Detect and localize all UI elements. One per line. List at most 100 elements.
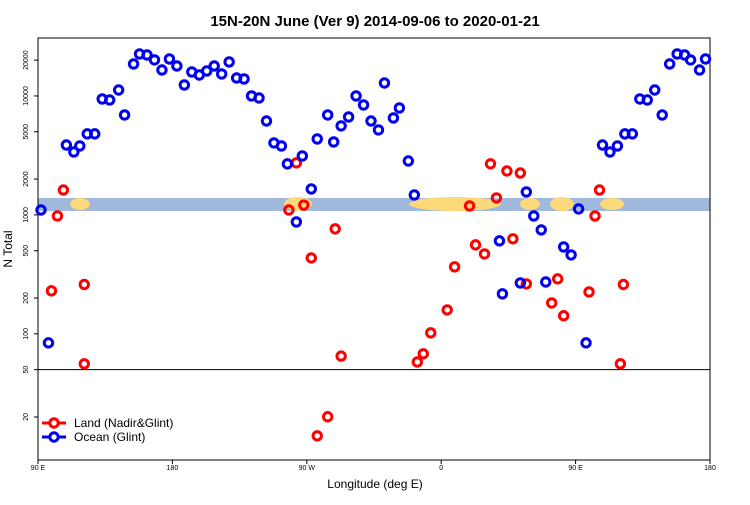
point bbox=[42, 337, 55, 349]
point bbox=[387, 112, 400, 124]
point bbox=[283, 204, 295, 216]
point bbox=[118, 109, 131, 121]
point bbox=[469, 239, 482, 251]
point bbox=[478, 248, 491, 260]
point bbox=[448, 261, 461, 273]
point bbox=[60, 139, 73, 151]
point bbox=[335, 120, 347, 132]
y-tick-label: 20000 bbox=[23, 50, 30, 70]
y-tick-label: 1000 bbox=[23, 207, 30, 223]
point bbox=[528, 210, 540, 222]
point bbox=[275, 140, 288, 152]
y-tick-label: 20 bbox=[23, 413, 30, 421]
point bbox=[593, 184, 606, 196]
point bbox=[378, 77, 391, 89]
point bbox=[596, 139, 609, 151]
point bbox=[372, 124, 385, 136]
point bbox=[417, 348, 429, 360]
point bbox=[78, 278, 90, 291]
point bbox=[551, 273, 564, 285]
point bbox=[693, 64, 706, 76]
point bbox=[604, 146, 616, 158]
land-strip bbox=[409, 197, 501, 211]
point bbox=[520, 186, 533, 198]
point bbox=[281, 158, 294, 170]
point bbox=[305, 183, 317, 195]
point bbox=[322, 109, 334, 121]
point bbox=[611, 140, 624, 152]
point bbox=[583, 286, 595, 298]
point bbox=[57, 184, 70, 196]
point bbox=[572, 203, 585, 215]
point bbox=[311, 430, 323, 442]
point bbox=[520, 278, 533, 290]
chart-title: 15N-20N June (Ver 9) 2014-09-06 to 2020-… bbox=[210, 13, 539, 30]
point bbox=[127, 58, 140, 70]
point bbox=[208, 60, 220, 72]
point bbox=[557, 241, 570, 253]
point bbox=[507, 233, 519, 245]
point bbox=[535, 224, 547, 236]
point bbox=[393, 102, 406, 114]
point bbox=[260, 115, 273, 127]
land-strip bbox=[550, 197, 574, 211]
x-tick-label: 180 bbox=[167, 465, 179, 472]
point bbox=[626, 128, 639, 140]
point bbox=[78, 358, 90, 370]
point bbox=[490, 192, 503, 204]
y-axis-label: N Total bbox=[1, 230, 15, 267]
point bbox=[441, 304, 453, 316]
point bbox=[402, 155, 415, 167]
point bbox=[156, 64, 168, 76]
point bbox=[322, 411, 334, 423]
point bbox=[296, 150, 309, 162]
point bbox=[546, 297, 558, 309]
point bbox=[327, 136, 340, 148]
y-tick-label: 100 bbox=[23, 328, 30, 340]
point bbox=[35, 204, 47, 216]
point bbox=[74, 140, 86, 152]
y-tick-label: 2000 bbox=[23, 171, 30, 187]
y-tick-label: 200 bbox=[23, 292, 30, 304]
point bbox=[350, 90, 362, 102]
point bbox=[514, 167, 527, 179]
point bbox=[89, 128, 101, 140]
point bbox=[45, 285, 58, 297]
point bbox=[699, 53, 712, 65]
x-tick-label: 90 W bbox=[299, 465, 316, 472]
point bbox=[557, 310, 570, 322]
point bbox=[656, 109, 668, 121]
legend-marker bbox=[48, 417, 60, 429]
point bbox=[514, 277, 527, 289]
point bbox=[335, 350, 347, 362]
point bbox=[163, 53, 176, 65]
point bbox=[103, 94, 116, 106]
point bbox=[684, 54, 697, 66]
point bbox=[311, 133, 323, 145]
land-strip bbox=[600, 198, 624, 210]
legend-label: Land (Nadir&Glint) bbox=[74, 416, 173, 430]
point bbox=[411, 356, 424, 368]
point bbox=[663, 58, 676, 70]
point bbox=[141, 49, 153, 61]
y-tick-label: 500 bbox=[23, 245, 30, 257]
point bbox=[223, 56, 235, 68]
plot-frame bbox=[37, 37, 711, 461]
land-strip bbox=[70, 198, 90, 210]
x-axis-label: Longitude (deg E) bbox=[327, 477, 422, 491]
point bbox=[540, 276, 552, 288]
point bbox=[238, 73, 250, 85]
map-strip bbox=[38, 197, 710, 211]
point bbox=[253, 92, 265, 104]
point bbox=[112, 84, 125, 96]
point bbox=[215, 68, 228, 80]
point bbox=[51, 210, 64, 222]
point bbox=[425, 327, 437, 339]
x-tick-label: 0 bbox=[439, 465, 443, 472]
y-tick-label: 10000 bbox=[23, 86, 30, 106]
point bbox=[501, 165, 513, 177]
point bbox=[484, 158, 497, 170]
point bbox=[178, 79, 191, 91]
point bbox=[641, 94, 653, 106]
